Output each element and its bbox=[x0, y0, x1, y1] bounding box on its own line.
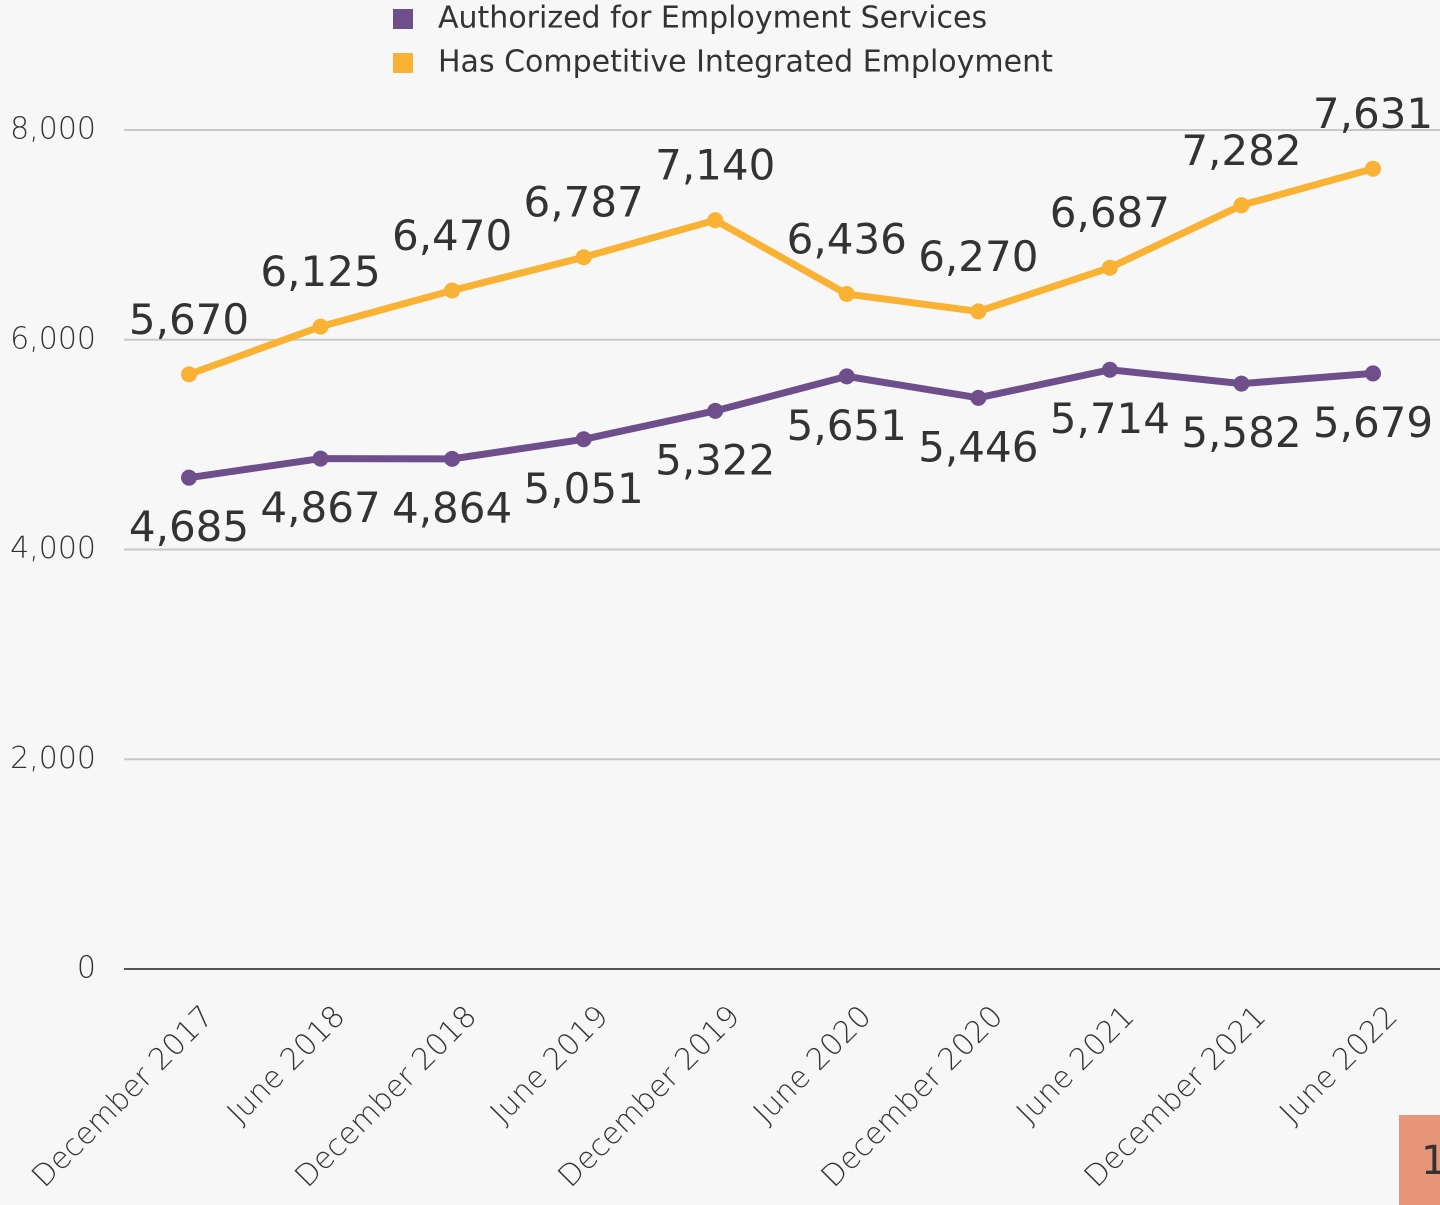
data-label: 6,787 bbox=[524, 178, 644, 227]
data-label: 6,125 bbox=[260, 247, 380, 296]
y-tick-label: 4,000 bbox=[10, 531, 96, 566]
point bbox=[707, 402, 724, 419]
series-line bbox=[188, 366, 1374, 482]
data-label: 5,322 bbox=[655, 435, 775, 484]
page-number-box bbox=[1399, 1115, 1440, 1205]
data-label: 5,446 bbox=[918, 422, 1038, 471]
data-label: 5,714 bbox=[1050, 394, 1170, 443]
point bbox=[1233, 375, 1250, 392]
point bbox=[444, 282, 461, 299]
point bbox=[312, 450, 329, 467]
y-tick-label: 0 bbox=[77, 951, 96, 986]
data-label: 5,051 bbox=[524, 464, 644, 513]
point bbox=[1101, 361, 1118, 378]
data-label: 5,582 bbox=[1181, 408, 1301, 457]
data-label: 6,270 bbox=[918, 232, 1038, 281]
point bbox=[575, 431, 592, 448]
page-number: 1 bbox=[1421, 1138, 1440, 1184]
data-label: 5,670 bbox=[129, 295, 249, 344]
point bbox=[1233, 197, 1250, 214]
data-label: 6,470 bbox=[392, 211, 512, 260]
data-label: 5,651 bbox=[787, 401, 907, 450]
point bbox=[181, 366, 197, 383]
point bbox=[838, 286, 855, 303]
point bbox=[838, 368, 855, 385]
data-label: 4,867 bbox=[260, 483, 380, 532]
data-label: 4,864 bbox=[392, 483, 512, 532]
legend-label: Authorized for Employment Services bbox=[438, 1, 987, 36]
legend-swatch bbox=[393, 9, 413, 29]
point bbox=[181, 469, 197, 486]
data-label: 7,282 bbox=[1181, 126, 1301, 175]
data-label: 6,436 bbox=[787, 215, 907, 264]
series-line bbox=[187, 165, 1374, 378]
point bbox=[1101, 259, 1118, 276]
y-tick-label: 6,000 bbox=[10, 321, 96, 356]
point bbox=[444, 450, 461, 467]
y-tick-label: 2,000 bbox=[10, 741, 96, 776]
data-label: 7,140 bbox=[655, 141, 775, 190]
point bbox=[575, 249, 592, 266]
point bbox=[970, 389, 987, 406]
y-tick-label: 8,000 bbox=[10, 112, 96, 147]
point bbox=[312, 318, 329, 335]
data-label: 6,687 bbox=[1050, 188, 1170, 237]
point bbox=[1365, 365, 1381, 382]
point bbox=[970, 303, 987, 320]
data-label: 4,685 bbox=[129, 502, 249, 551]
data-label: 5,679 bbox=[1313, 398, 1433, 447]
point bbox=[1365, 160, 1381, 177]
data-label: 7,631 bbox=[1313, 89, 1433, 138]
legend-label: Has Competitive Integrated Employment bbox=[438, 45, 1053, 80]
legend-swatch bbox=[393, 53, 413, 73]
point bbox=[707, 212, 724, 229]
